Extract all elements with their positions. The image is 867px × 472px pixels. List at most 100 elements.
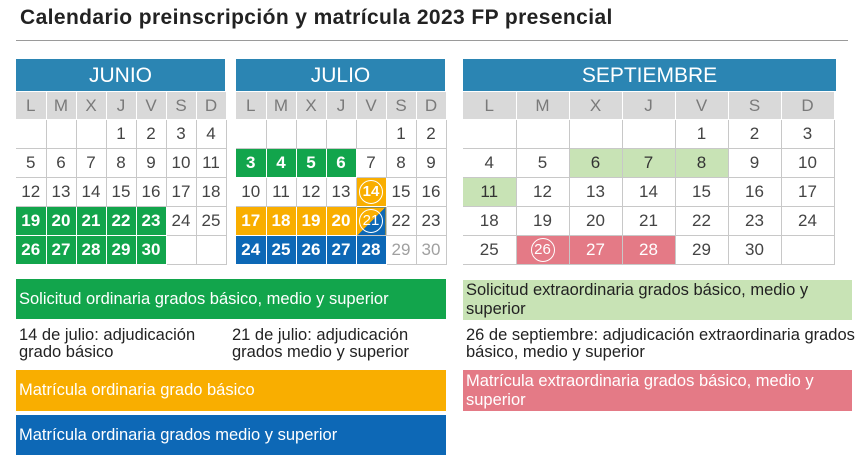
weekday-label: S: [386, 92, 417, 120]
day-cell: 11: [266, 177, 297, 207]
day-cell: 10: [166, 148, 197, 178]
week-row: 25 26 27 28 29 30: [463, 235, 835, 265]
day-cell: 8: [675, 148, 729, 178]
weekday-label: X: [296, 92, 327, 120]
note-26-septiembre: 26 de septiembre: adjudicación extraordi…: [466, 326, 855, 361]
weekday-label: V: [675, 92, 729, 120]
weekday-label: J: [106, 92, 137, 120]
week-row: 12 13 14 15 16 17 18: [16, 177, 227, 207]
circled-day: 26: [530, 238, 555, 262]
week-row: 26 27 28 29 30: [16, 235, 227, 265]
day-cell: 1: [386, 119, 417, 149]
day-cell: 28: [356, 235, 387, 265]
day-cell: 2: [136, 119, 167, 149]
day-cell: 17: [781, 177, 835, 207]
day-cell: 16: [728, 177, 782, 207]
empty-day-cell: [622, 119, 676, 149]
day-cell: 22: [675, 206, 729, 236]
day-cell: 30: [416, 235, 447, 265]
day-cell: 13: [569, 177, 623, 207]
day-cell: 15: [386, 177, 417, 207]
day-cell: 9: [416, 148, 447, 178]
day-cell: 24: [781, 206, 835, 236]
empty-day-cell: [326, 119, 357, 149]
day-cell: 26: [516, 235, 570, 265]
legend-matricula-extraordinaria-text: Matrícula extraordinaria grados básico, …: [466, 371, 814, 409]
week-row: 24 25 26 27 28 29 30: [236, 235, 447, 265]
day-cell: 5: [16, 148, 47, 178]
day-cell: 21: [356, 206, 387, 236]
day-cell: 12: [516, 177, 570, 207]
month-header: JUNIO: [16, 59, 225, 92]
day-cell: 30: [136, 235, 167, 265]
weekday-label: M: [46, 92, 77, 120]
empty-day-cell: [463, 119, 517, 149]
day-cell: 27: [569, 235, 623, 265]
day-cell: 28: [622, 235, 676, 265]
legend-matricula-basico-text: Matrícula ordinaria grado básico: [19, 381, 255, 399]
weekday-label: D: [416, 92, 447, 120]
legend-matricula-medio-superior-text: Matrícula ordinaria grados medio y super…: [19, 425, 338, 444]
empty-day-cell: [46, 119, 77, 149]
page-title: Calendario preinscripción y matrícula 20…: [20, 6, 613, 29]
empty-day-cell: [516, 119, 570, 149]
note-21-julio: 21 de julio: adjudicación grados medio y…: [232, 326, 410, 361]
day-cell: 19: [16, 206, 47, 236]
day-cell: 6: [326, 148, 357, 178]
week-row: 17 18 19 20 21 22 23: [236, 206, 447, 236]
week-row: 4 5 6 7 8 9 10: [463, 148, 835, 178]
day-cell: 23: [136, 206, 167, 236]
day-cell: 4: [266, 148, 297, 178]
day-cell: 11: [196, 148, 227, 178]
legend-solicitud-ordinaria: Solicitud ordinaria grados básico, medio…: [16, 279, 446, 319]
circled-day: 21: [359, 209, 383, 233]
day-cell: 13: [46, 177, 77, 207]
day-cell: 6: [46, 148, 77, 178]
day-cell: 6: [569, 148, 623, 178]
day-cell: 20: [326, 206, 357, 236]
day-cell: 9: [136, 148, 167, 178]
empty-day-cell: [296, 119, 327, 149]
day-cell: 24: [166, 206, 197, 236]
day-cell: 20: [46, 206, 77, 236]
calendar-julio: JULIO L M X J V S D 1 2 3 4 5 6 7 8 9 10 11 12 13 14 15 16 17 18 1…: [236, 59, 447, 265]
empty-day-cell: [76, 119, 107, 149]
circled-day: 14: [359, 180, 383, 204]
month-header: SEPTIEMBRE: [463, 59, 836, 92]
legend-solicitud-extraordinaria-text: Solicitud extraordinaria grados básico, …: [466, 281, 809, 318]
day-cell: 10: [236, 177, 267, 207]
day-cell: 7: [622, 148, 676, 178]
weekday-label: D: [196, 92, 227, 120]
day-cell: 23: [416, 206, 447, 236]
day-cell: 18: [463, 206, 517, 236]
day-cell: 24: [236, 235, 267, 265]
month-grid: L M X J V S D 1 2 3 4 5 6 7 8 9 10 11 12 13 14 15 16 17 18 19 20 21…: [16, 92, 227, 265]
day-cell: 8: [386, 148, 417, 178]
day-cell: 29: [106, 235, 137, 265]
day-cell: 1: [675, 119, 729, 149]
day-cell: 10: [781, 148, 835, 178]
month-header: JULIO: [236, 59, 445, 92]
calendar-junio: JUNIO L M X J V S D 1 2 3 4 5 6 7 8 9 10 11 12 13 14 15 16 17 18 1…: [16, 59, 227, 265]
day-cell: 25: [463, 235, 517, 265]
month-grid: L M X J V S D 1 2 3 4 5 6 7 8 9 10 11 12 13 14 15 16 17 18 19 20 21…: [463, 92, 835, 265]
week-row: 5 6 7 8 9 10 11: [16, 148, 227, 178]
weekday-label: X: [569, 92, 623, 120]
month-grid: L M X J V S D 1 2 3 4 5 6 7 8 9 10 11 12 13 14 15 16 17 18 19 20 21…: [236, 92, 447, 265]
day-cell: 8: [106, 148, 137, 178]
day-cell: 15: [675, 177, 729, 207]
day-cell: 30: [728, 235, 782, 265]
weekday-label: J: [326, 92, 357, 120]
empty-day-cell: [266, 119, 297, 149]
empty-day-cell: [356, 119, 387, 149]
weekday-label: M: [266, 92, 297, 120]
day-cell: 1: [106, 119, 137, 149]
day-cell: 22: [106, 206, 137, 236]
day-cell: 21: [622, 206, 676, 236]
